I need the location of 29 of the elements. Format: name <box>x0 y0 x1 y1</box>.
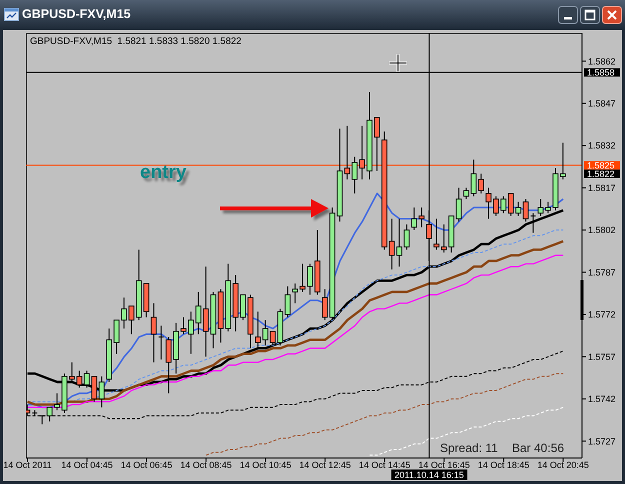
annotation: entry <box>140 162 187 183</box>
x-tick-label: 14 Oct 20:45 <box>537 460 589 470</box>
annotation: Spread: 11 <box>440 441 498 455</box>
x-tick-label: 14 Oct 18:45 <box>478 460 530 470</box>
ref-line-label: 2011.10.14 16:15 <box>394 470 464 480</box>
chart-subtitle: GBPUSD-FXV,M15 1.5821 1.5833 1.5820 1.5822 <box>30 36 242 47</box>
x-tick-label: 14 Oct 04:45 <box>61 460 113 470</box>
x-tick-label: 14 Oct 2011 <box>3 460 52 470</box>
y-tick-label: 1.5802 <box>588 225 616 236</box>
y-tick-label: 1.5757 <box>588 352 616 362</box>
ref-line-label: 1.5858 <box>587 68 615 78</box>
annotation: Bar 40:56 <box>512 441 564 455</box>
y-tick-label: 1.5862 <box>588 56 616 66</box>
y-tick-label: 1.5817 <box>588 182 616 193</box>
y-tick-label: 1.5847 <box>588 98 616 109</box>
y-tick-label: 1.5772 <box>588 310 616 320</box>
x-tick-label: 14 Oct 12:45 <box>299 460 351 470</box>
y-tick-label: 1.5832 <box>588 140 616 151</box>
x-tick-label: 14 Oct 14:45 <box>358 460 410 470</box>
y-tick-label: 1.5742 <box>588 394 616 404</box>
y-tick-label: 1.5727 <box>588 436 616 446</box>
text: 1.5822 <box>587 168 615 179</box>
ref-line-label: 1.5825 <box>587 160 615 170</box>
x-tick-label: 14 Oct 16:45 <box>418 460 470 470</box>
x-tick-label: 14 Oct 08:45 <box>180 460 232 470</box>
x-tick-label: 14 Oct 06:45 <box>120 460 172 470</box>
y-tick-label: 1.5787 <box>588 267 616 278</box>
x-tick-label: 14 Oct 10:45 <box>240 460 292 470</box>
chart-title: GBPUSD-FXV,M15 <box>22 7 131 22</box>
